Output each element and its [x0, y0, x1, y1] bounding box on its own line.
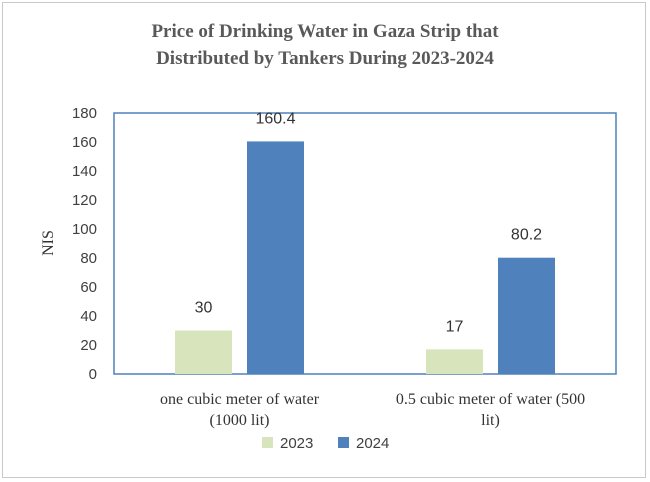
- chart-frame: [2, 2, 646, 478]
- y-tick-label: 120: [72, 192, 97, 209]
- y-axis-label: NIS: [40, 230, 57, 256]
- y-tick-label: 20: [80, 337, 97, 354]
- data-label: 17: [446, 318, 464, 335]
- x-category-label: (1000 lit): [210, 412, 270, 429]
- y-tick-label: 100: [72, 221, 97, 238]
- y-tick-label: 0: [89, 366, 97, 383]
- data-label: 30: [195, 300, 213, 317]
- bar-2024-cat1: [247, 141, 304, 374]
- data-label: 80.2: [511, 227, 542, 244]
- chart-title-line: Distributed by Tankers During 2023-2024: [156, 48, 494, 69]
- bar-2023-cat1: [175, 330, 232, 374]
- data-label: 160.4: [255, 110, 295, 127]
- legend-swatch-2023: [262, 437, 273, 448]
- y-tick-label: 40: [80, 308, 97, 325]
- legend-label: 2023: [280, 435, 313, 452]
- x-category-label: 0.5 cubic meter of water (500: [396, 391, 585, 408]
- plot-area-border: [113, 112, 617, 375]
- y-tick-label: 140: [72, 163, 97, 180]
- x-category-label: one cubic meter of water: [160, 391, 320, 408]
- y-tick-label: 80: [80, 250, 97, 267]
- y-tick-label: 60: [80, 279, 97, 296]
- y-tick-label: 180: [72, 105, 97, 122]
- legend-swatch-2024: [338, 437, 349, 448]
- y-tick-label: 160: [72, 134, 97, 151]
- bar-2024-cat2: [498, 257, 555, 374]
- x-category-label: lit): [481, 412, 500, 429]
- bar-2023-cat2: [426, 349, 483, 374]
- legend-label: 2024: [356, 435, 389, 452]
- chart-title-line: Price of Drinking Water in Gaza Strip th…: [151, 21, 499, 42]
